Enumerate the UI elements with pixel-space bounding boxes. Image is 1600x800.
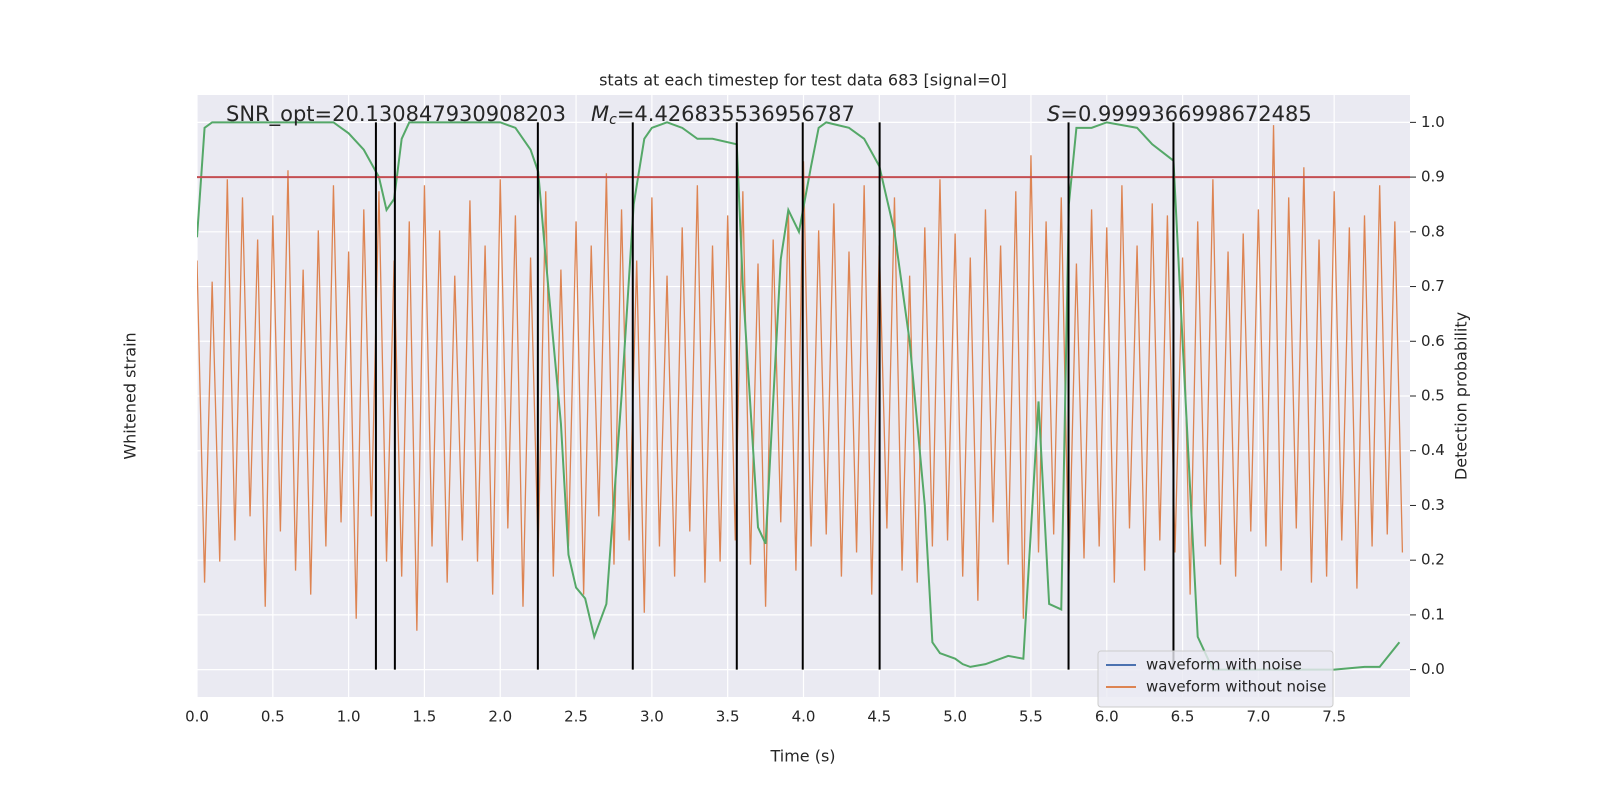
y2-tick-label: 0.7 bbox=[1421, 277, 1445, 295]
y2-tick-label: 0.8 bbox=[1421, 222, 1445, 240]
x-tick-label: 2.5 bbox=[564, 708, 588, 726]
x-tick-label: 6.0 bbox=[1095, 708, 1119, 726]
y2-tick-label: 0.0 bbox=[1421, 660, 1445, 678]
annotation: SNR_opt=20.130847930908203 bbox=[226, 102, 566, 127]
x-tick-label: 0.0 bbox=[185, 708, 209, 726]
plot-area bbox=[197, 121, 1404, 671]
annotation: S=0.9999366998672485 bbox=[1047, 102, 1312, 126]
x-tick-label: 3.5 bbox=[716, 708, 740, 726]
legend-label: waveform with noise bbox=[1146, 656, 1302, 674]
x-tick-label: 7.0 bbox=[1246, 708, 1270, 726]
series-line bbox=[197, 121, 1401, 671]
series-line bbox=[197, 125, 1404, 631]
y2-axis-label: Detection probability bbox=[1452, 312, 1471, 480]
annotation-text: =4.426835536956787 bbox=[617, 102, 855, 126]
y2-tick-label: 0.3 bbox=[1421, 496, 1445, 514]
y2-tick-label: 0.6 bbox=[1421, 332, 1445, 350]
x-tick-label: 0.5 bbox=[261, 708, 285, 726]
x-tick-label: 2.0 bbox=[488, 708, 512, 726]
chart-title: stats at each timestep for test data 683… bbox=[599, 71, 1007, 90]
y2-tick-label: 0.4 bbox=[1421, 441, 1445, 459]
x-tick-label: 7.5 bbox=[1322, 708, 1346, 726]
x-tick-label: 4.5 bbox=[867, 708, 891, 726]
annotation-symbol: S bbox=[1047, 102, 1060, 126]
annotation-text: =0.9999366998672485 bbox=[1060, 102, 1311, 126]
x-axis-label: Time (s) bbox=[769, 747, 835, 766]
annotation: Mc=4.426835536956787 bbox=[591, 102, 855, 128]
x-tick-label: 6.5 bbox=[1171, 708, 1195, 726]
legend-box bbox=[1097, 650, 1334, 708]
y2-tick-label: 0.2 bbox=[1421, 551, 1445, 569]
annotation-subscript: c bbox=[609, 112, 617, 128]
y-axis-label: Whitened strain bbox=[121, 332, 140, 459]
x-tick-label: 4.0 bbox=[792, 708, 816, 726]
x-tick-label: 3.0 bbox=[640, 708, 664, 726]
y2-tick-label: 0.1 bbox=[1421, 605, 1445, 623]
legend: waveform with noise waveform without nois… bbox=[1097, 650, 1334, 708]
x-tick-label: 1.5 bbox=[413, 708, 437, 726]
x-tick-label: 5.0 bbox=[943, 708, 967, 726]
legend-label: waveform without noise bbox=[1146, 678, 1326, 696]
y2-tick-label: 1.0 bbox=[1421, 113, 1445, 131]
y2-tick-label: 0.9 bbox=[1421, 168, 1445, 186]
y2-tick-label: 0.5 bbox=[1421, 387, 1445, 405]
annotation-symbol: M bbox=[591, 102, 609, 126]
x-tick-label: 5.5 bbox=[1019, 708, 1043, 726]
annotation-text: SNR_opt=20.130847930908203 bbox=[226, 102, 566, 127]
x-tick-label: 1.0 bbox=[337, 708, 361, 726]
